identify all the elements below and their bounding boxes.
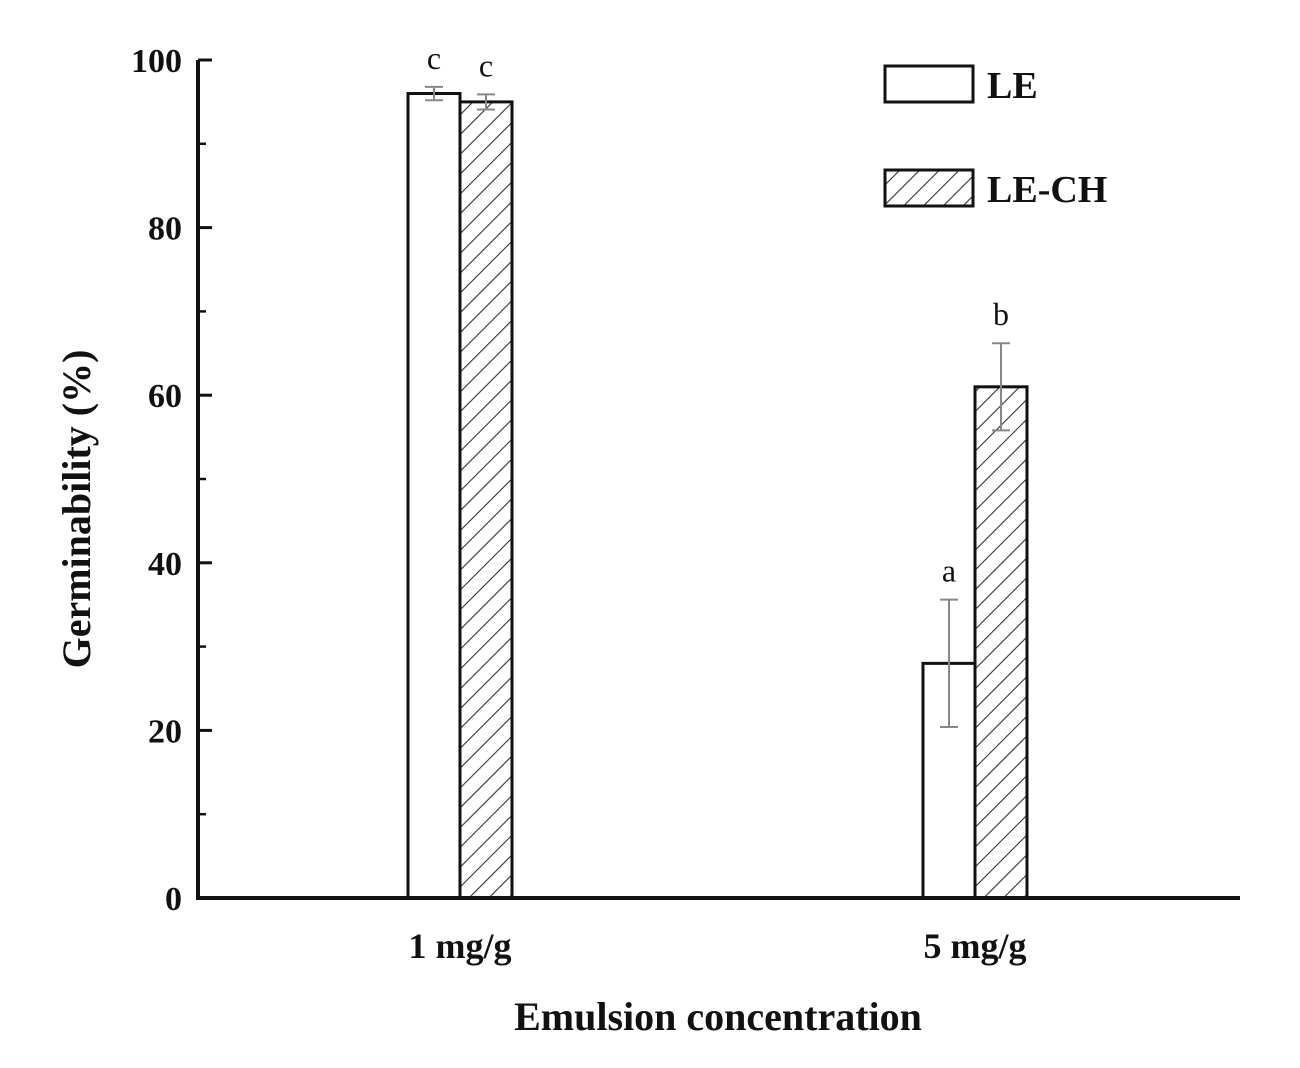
significance-label-le-ch-1: c xyxy=(479,47,493,83)
y-tick-label: 40 xyxy=(148,546,182,583)
bar-le-1 xyxy=(406,92,462,900)
significance-label-le-2: a xyxy=(942,553,956,589)
legend-swatch-le-ch xyxy=(883,168,975,208)
error-bar-le-2 xyxy=(940,598,958,729)
significance-label-le-1: c xyxy=(427,40,441,76)
legend-label-le: LE xyxy=(987,65,1038,107)
y-axis-title: Germinability (%) xyxy=(54,350,99,669)
legend-label-le-ch: LE-CH xyxy=(987,169,1107,211)
legend-item-le: LE xyxy=(883,64,1038,107)
y-tick-label: 0 xyxy=(165,881,182,918)
legend-swatch-le xyxy=(883,64,975,104)
x-tick-label: 5 mg/g xyxy=(924,926,1027,966)
x-axis-title: Emulsion concentration xyxy=(514,994,922,1039)
error-bar-le-1 xyxy=(425,85,443,102)
y-tick-label: 20 xyxy=(148,713,182,750)
error-bar-le-ch-1 xyxy=(477,93,495,111)
y-tick-label: 100 xyxy=(131,43,182,80)
y-tick-label: 80 xyxy=(148,211,182,248)
y-tick-label: 60 xyxy=(148,378,182,415)
bar-le-ch-1 xyxy=(458,100,514,900)
legend-item-le-ch: LE-CH xyxy=(883,168,1107,211)
significance-label-le-ch-2: b xyxy=(993,296,1009,332)
bar-le-ch-2 xyxy=(973,385,1029,900)
error-bar-le-ch-2 xyxy=(992,342,1010,432)
x-tick-label: 1 mg/g xyxy=(409,926,512,966)
